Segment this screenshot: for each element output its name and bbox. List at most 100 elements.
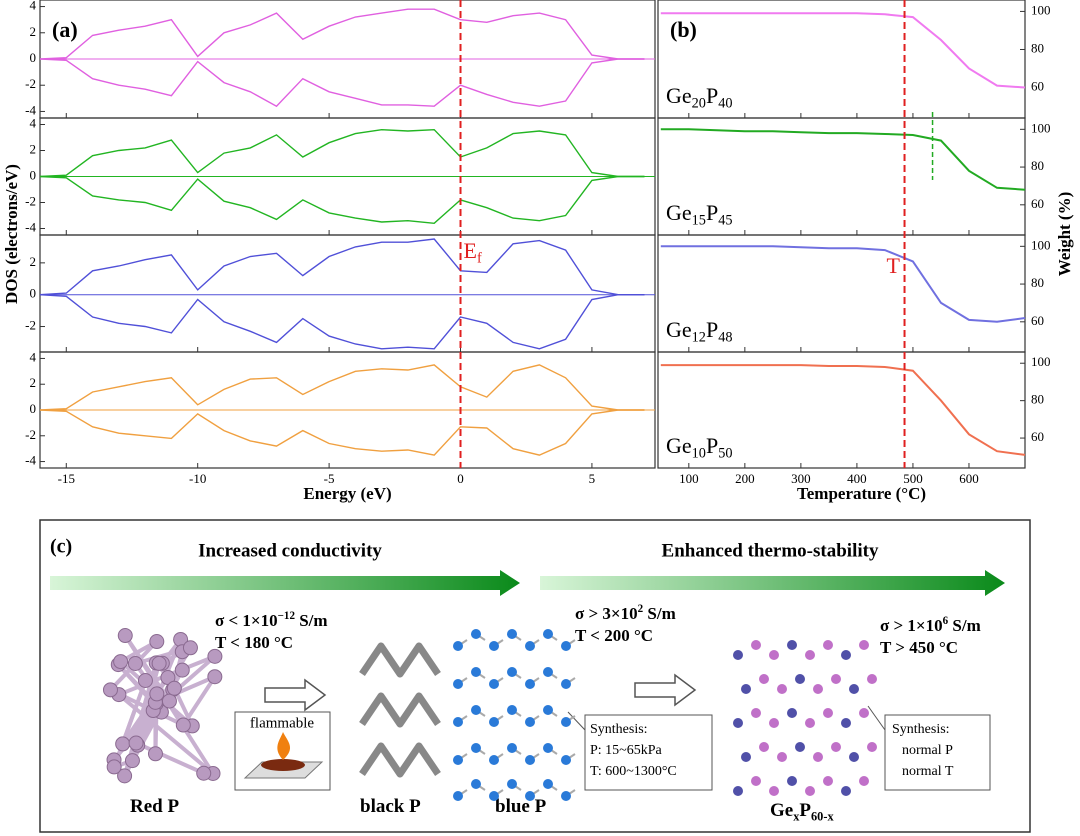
y-tick-label: 60 (1031, 79, 1044, 94)
synthesis-box (584, 714, 713, 791)
dos-line (39, 128, 645, 178)
text-part: Red P (130, 796, 179, 817)
text-part: 12 (692, 330, 706, 346)
text-part: blue P (495, 796, 547, 817)
rich-text: Red P (130, 796, 179, 817)
atom (777, 752, 787, 762)
black-p-chain (359, 692, 441, 728)
text-part: Ge (666, 433, 692, 458)
atom (759, 742, 769, 752)
temperature: T < 200 °C (575, 626, 653, 645)
atom (841, 786, 851, 796)
atom (813, 752, 823, 762)
atom (759, 674, 769, 684)
rich-text: Ge20P40 (666, 83, 733, 112)
arrow-label: Enhanced thermo-stability (662, 540, 879, 561)
atom (769, 650, 779, 660)
text-part: 45 (718, 213, 732, 229)
atom (453, 717, 463, 727)
x-tick-label: 100 (679, 471, 699, 486)
atom (113, 654, 129, 670)
atom (196, 765, 212, 781)
text-part: P (706, 83, 718, 108)
bond (181, 675, 217, 727)
gradient-arrow (50, 570, 520, 596)
atom (525, 679, 535, 689)
atom (841, 718, 851, 728)
y-tick-label: 2 (30, 24, 37, 39)
y-tick-label: 60 (1031, 313, 1044, 328)
synthesis-line: Synthesis: (590, 722, 648, 737)
atom (117, 628, 133, 644)
tga-line (660, 364, 1026, 456)
temperature: T > 450 °C (880, 638, 958, 657)
synthesis-line: P: 15~65kPa (590, 743, 663, 758)
y-tick-label: 2 (30, 254, 37, 269)
dos-line (39, 58, 645, 108)
text-part: 2 (638, 603, 644, 615)
atom (471, 629, 481, 639)
atom (525, 755, 535, 765)
y-tick-label: 4 (30, 0, 37, 13)
atom (507, 667, 517, 677)
text-part: Ge (770, 800, 793, 821)
y-tick-label: 4 (30, 349, 37, 364)
y-tick-label: 0 (30, 167, 37, 182)
x-axis-label: Temperature (°C) (797, 484, 926, 503)
atom (805, 786, 815, 796)
atom (471, 667, 481, 677)
atom (149, 634, 165, 650)
atom (489, 755, 499, 765)
subplot-frame (39, 234, 656, 353)
y-tick-label: -4 (25, 102, 36, 117)
y-tick-label: -2 (25, 318, 36, 333)
atom (128, 735, 144, 751)
atom (777, 684, 787, 694)
atom (175, 717, 191, 733)
pointer (567, 711, 586, 731)
text-part: −12 (278, 610, 296, 622)
atom (489, 791, 499, 801)
text-part: 40 (718, 96, 732, 112)
y-tick-label: 2 (30, 375, 37, 390)
synthesis-box (884, 714, 991, 791)
x-tick-label: 300 (791, 471, 811, 486)
text-part: 60-x (811, 810, 834, 824)
x-tick-label: 600 (959, 471, 979, 486)
atom (127, 656, 143, 672)
text-part: σ > 1×10 (880, 616, 943, 635)
temperature: T < 180 °C (215, 633, 293, 652)
x-tick-label: 0 (457, 471, 464, 486)
y-tick-label: 80 (1031, 40, 1044, 55)
text-part: Ge (666, 317, 692, 342)
atom (161, 693, 177, 709)
atom (561, 717, 571, 727)
atom (525, 791, 535, 801)
y-tick-label: 0 (30, 286, 37, 301)
text-part: P (706, 317, 718, 342)
dos-line (39, 294, 645, 350)
atom (471, 779, 481, 789)
vline-label: T (887, 253, 901, 278)
text-part: 50 (718, 446, 732, 462)
text-part: E (464, 238, 477, 263)
atom (106, 759, 122, 775)
y-tick-label: -4 (25, 453, 36, 468)
atom (453, 679, 463, 689)
red-p-icon (261, 759, 305, 771)
atom (543, 667, 553, 677)
atom (859, 640, 869, 650)
y-tick-label: 60 (1031, 429, 1044, 444)
atom (151, 655, 167, 671)
atom (823, 640, 833, 650)
atom (102, 682, 118, 698)
text-part: S/m (948, 616, 981, 635)
tga-line (660, 12, 1026, 89)
atom (543, 629, 553, 639)
rich-text: σ > 1×106 S/m (880, 615, 981, 635)
atom (174, 662, 190, 678)
text-part: 48 (718, 330, 732, 346)
flammable-label: flammable (250, 715, 314, 731)
y-tick-label: 100 (1031, 237, 1051, 252)
flame-icon (277, 732, 291, 760)
